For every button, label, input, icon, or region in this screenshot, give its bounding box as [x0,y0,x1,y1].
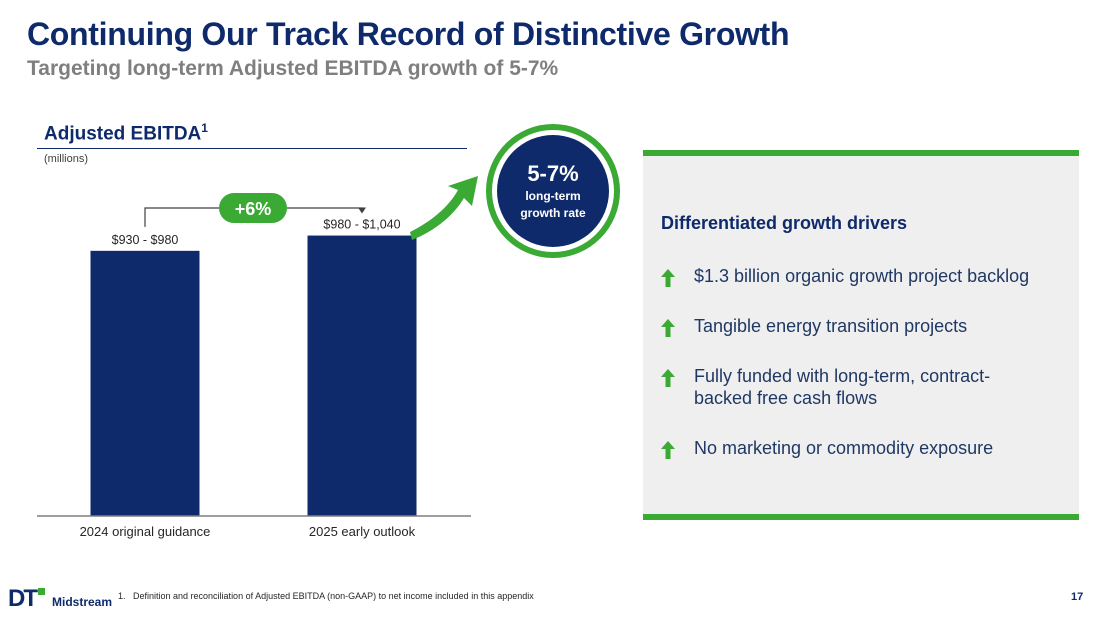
panel-top-accent [643,150,1079,156]
up-arrow-icon [661,441,675,459]
logo-name: Midstream [52,595,113,609]
data-label-1: $930 - $980 [112,233,179,247]
growth-rate-label-1: long-term [525,189,581,203]
driver-text: Fully funded with long-term, contract-ba… [694,366,991,408]
driver-text: $1.3 billion organic growth project back… [694,266,1030,286]
logo-mark: DT [8,585,38,612]
logo-accent [38,588,45,595]
dt-midstream-logo: DT Midstream [8,585,112,612]
growth-rate-badge-core: 5-7% long-term growth rate [497,135,609,247]
up-arrow-icon [661,319,675,337]
bar-1 [90,250,200,516]
growth-trend-arrow-icon [410,176,478,240]
chart-title: Adjusted EBITDA1 [44,121,208,145]
chart-title-footnote-ref: 1 [201,121,208,135]
chart-units: (millions) [44,153,88,165]
category-label-2: 2025 early outlook [309,524,416,539]
growth-pill [219,193,287,223]
data-label-2: $980 - $1,040 [323,218,400,232]
growth-rate-value: 5-7% [527,161,579,186]
page-subtitle: Targeting long-term Adjusted EBITDA grow… [27,57,559,80]
up-arrow-icon [661,269,675,287]
footnote: 1. Definition and reconciliation of Adju… [118,591,534,601]
ebitda-bar-chart: $930 - $980 2024 original guidance $980 - … [37,176,478,539]
page-number: 17 [1071,591,1084,603]
growth-rate-badge: 5-7% long-term growth rate [486,124,620,258]
growth-pill-label: +6% [235,199,272,219]
growth-drivers-panel [643,150,1079,520]
growth-rate-label-2: growth rate [520,206,586,220]
panel-bottom-accent [643,514,1079,520]
category-label-1: 2024 original guidance [80,524,211,539]
driver-text: Tangible energy transition projects [694,316,968,336]
chart-title-text: Adjusted EBITDA [44,123,202,145]
up-arrow-icon [661,369,675,387]
chart-title-rule [37,148,467,149]
growth-connector-arrowhead [358,207,366,214]
bar-2 [307,235,417,516]
drivers-heading: Differentiated growth drivers [661,213,908,233]
page-title: Continuing Our Track Record of Distincti… [27,16,790,52]
driver-text: No marketing or commodity exposure [694,438,994,458]
growth-rate-badge-ring: 5-7% long-term growth rate [492,130,614,252]
